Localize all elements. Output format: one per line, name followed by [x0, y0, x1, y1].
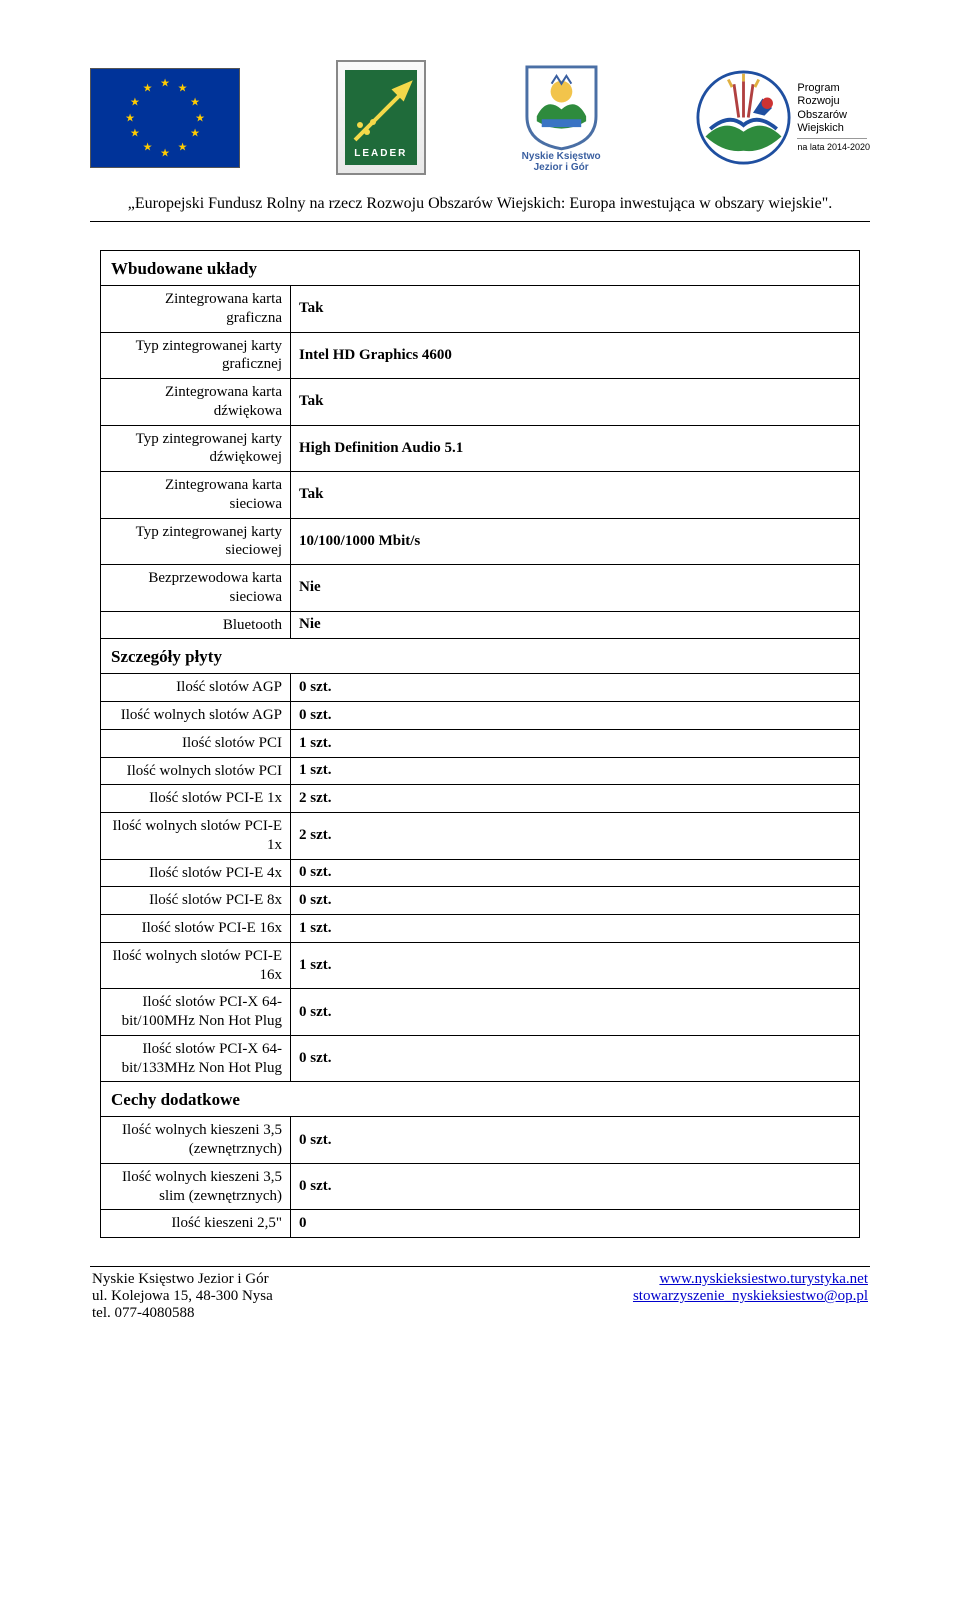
label: Ilość slotów PCI-E 4x: [101, 860, 291, 887]
label: Ilość slotów PCI: [101, 730, 291, 757]
label: Ilość slotów PCI-X 64-bit/100MHz Non Hot…: [101, 989, 291, 1035]
value: 0: [291, 1210, 859, 1237]
label: Bluetooth: [101, 612, 291, 639]
top-separator: [90, 221, 870, 222]
label: Zintegrowana karta dźwiękowa: [101, 379, 291, 425]
spec-table: Wbudowane układy Zintegrowana karta graf…: [100, 250, 860, 1238]
label: Ilość wolnych slotów PCI: [101, 758, 291, 785]
footer-phone: tel. 077-4080588: [92, 1305, 273, 1322]
leader-logo: LEADER: [336, 60, 426, 175]
section-header-3: Cechy dodatkowe: [101, 1082, 859, 1116]
value: 1 szt.: [291, 943, 859, 989]
prow-line4: Wiejskich: [797, 122, 870, 135]
label: Ilość wolnych kieszeni 3,5 (zewnętrznych…: [101, 1117, 291, 1163]
leader-label: LEADER: [345, 148, 417, 159]
bottom-separator: [90, 1266, 870, 1267]
label: Ilość slotów PCI-E 8x: [101, 887, 291, 914]
footer-address: ul. Kolejowa 15, 48-300 Nysa: [92, 1288, 273, 1305]
label: Ilość wolnych slotów PCI-E 16x: [101, 943, 291, 989]
value: Nie: [291, 612, 859, 639]
value: 1 szt.: [291, 758, 859, 785]
value: 1 szt.: [291, 915, 859, 942]
shield-logo: Nyskie Księstwo Jezior i Gór: [522, 62, 601, 173]
value: 2 szt.: [291, 813, 859, 859]
label: Typ zintegrowanej karty graficznej: [101, 333, 291, 379]
funding-caption: „Europejski Fundusz Rolny na rzecz Rozwo…: [90, 195, 870, 213]
prow-line5: na lata 2014-2020: [797, 142, 870, 153]
label: Ilość slotów AGP: [101, 674, 291, 701]
label: Ilość wolnych kieszeni 3,5 slim (zewnętr…: [101, 1164, 291, 1210]
prow-line3: Obszarów: [797, 109, 870, 122]
value: 1 szt.: [291, 730, 859, 757]
label: Bezprzewodowa karta sieciowa: [101, 565, 291, 611]
value: Tak: [291, 379, 859, 425]
label: Zintegrowana karta graficzna: [101, 286, 291, 332]
value: 0 szt.: [291, 1117, 859, 1163]
label: Typ zintegrowanej karty sieciowej: [101, 519, 291, 565]
value: 0 szt.: [291, 1164, 859, 1210]
value: 2 szt.: [291, 785, 859, 812]
footer-website-link[interactable]: www.nyskieksiestwo.turystyka.net: [659, 1271, 868, 1287]
logo-row: ★ ★ ★ ★ ★ ★ ★ ★ ★ ★ ★ ★: [90, 60, 870, 175]
footer-org: Nyskie Księstwo Jezior i Gór: [92, 1271, 273, 1288]
shield-caption-2: Jezior i Gór: [522, 162, 601, 173]
section-header-2: Szczegóły płyty: [101, 639, 859, 673]
value: 0 szt.: [291, 989, 859, 1035]
value: 0 szt.: [291, 887, 859, 914]
value: Nie: [291, 565, 859, 611]
value: Intel HD Graphics 4600: [291, 333, 859, 379]
eu-flag-logo: ★ ★ ★ ★ ★ ★ ★ ★ ★ ★ ★ ★: [90, 68, 240, 168]
value: 10/100/1000 Mbit/s: [291, 519, 859, 565]
label: Ilość wolnych slotów PCI-E 1x: [101, 813, 291, 859]
value: High Definition Audio 5.1: [291, 426, 859, 472]
label: Ilość slotów PCI-X 64-bit/133MHz Non Hot…: [101, 1036, 291, 1082]
value: 0 szt.: [291, 674, 859, 701]
value: Tak: [291, 286, 859, 332]
prow-line1: Program: [797, 82, 870, 95]
label: Zintegrowana karta sieciowa: [101, 472, 291, 518]
label: Ilość slotów PCI-E 1x: [101, 785, 291, 812]
label: Ilość kieszeni 2,5": [101, 1210, 291, 1237]
label: Ilość slotów PCI-E 16x: [101, 915, 291, 942]
value: 0 szt.: [291, 860, 859, 887]
section-header-1: Wbudowane układy: [101, 251, 859, 285]
footer-email-link[interactable]: stowarzyszenie_nyskieksiestwo@op.pl: [633, 1288, 868, 1304]
footer: Nyskie Księstwo Jezior i Gór ul. Kolejow…: [90, 1271, 870, 1322]
value: 0 szt.: [291, 1036, 859, 1082]
label: Typ zintegrowanej karty dźwiękowej: [101, 426, 291, 472]
value: Tak: [291, 472, 859, 518]
value: 0 szt.: [291, 702, 859, 729]
prow-logo: Program Rozwoju Obszarów Wiejskich na la…: [696, 70, 870, 165]
label: Ilość wolnych slotów AGP: [101, 702, 291, 729]
prow-line2: Rozwoju: [797, 95, 870, 108]
shield-caption-1: Nyskie Księstwo: [522, 151, 601, 162]
